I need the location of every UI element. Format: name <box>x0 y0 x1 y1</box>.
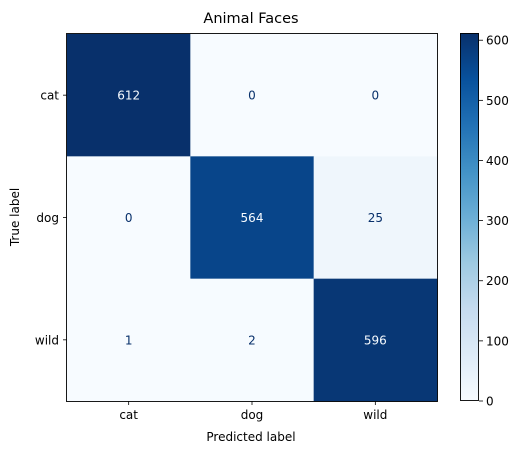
x-tick-label: wild <box>363 408 387 422</box>
colorbar-tick-label: 200 <box>486 274 509 288</box>
heatmap-cell <box>190 278 315 402</box>
colorbar-tick-label: 500 <box>486 94 509 108</box>
y-axis-label: True label <box>8 188 22 247</box>
cell-value-label: 1 <box>125 333 133 347</box>
colorbar-tick-label: 400 <box>486 154 509 168</box>
heatmap-cell <box>313 34 438 157</box>
cell-value-label: 25 <box>368 211 383 225</box>
heatmap-cell <box>67 278 191 402</box>
colorbar-tick-label: 0 <box>486 395 494 409</box>
x-axis-ticks: cat dog wild <box>119 401 387 422</box>
heatmap-cells <box>67 34 438 402</box>
x-axis-label: Predicted label <box>206 430 295 444</box>
x-tick-label: cat <box>119 408 138 422</box>
cell-value-label: 2 <box>248 333 256 347</box>
cell-value-label: 0 <box>372 89 380 103</box>
colorbar-tick-label: 300 <box>486 214 509 228</box>
y-tick-label: wild <box>35 333 59 347</box>
y-tick-label: cat <box>40 89 59 103</box>
y-tick-label: dog <box>36 211 59 225</box>
cell-value-label: 612 <box>117 89 140 103</box>
chart-title: Animal Faces <box>203 11 298 27</box>
colorbar-frame <box>460 33 479 401</box>
cell-value-label: 0 <box>248 89 256 103</box>
heatmap-cell <box>190 34 315 157</box>
colorbar-tick-label: 600 <box>486 34 509 48</box>
cell-value-label: 564 <box>241 211 264 225</box>
colorbar-ticks: 0 100 200 300 400 500 600 <box>479 34 509 409</box>
heatmap-cell-labels: 612 0 0 0 564 25 1 2 596 <box>117 89 387 348</box>
cell-value-label: 0 <box>125 211 133 225</box>
colorbar <box>460 33 479 401</box>
x-tick-label: dog <box>241 408 264 422</box>
heatmap-cell <box>313 156 438 280</box>
cell-value-label: 596 <box>364 333 387 347</box>
colorbar-tick-label: 100 <box>486 334 509 348</box>
y-axis-ticks: cat dog wild <box>35 89 67 347</box>
heatmap-cell <box>190 156 315 280</box>
heatmap-cell <box>67 34 191 157</box>
heatmap-cell <box>67 156 191 280</box>
heatmap-cell <box>313 278 438 402</box>
